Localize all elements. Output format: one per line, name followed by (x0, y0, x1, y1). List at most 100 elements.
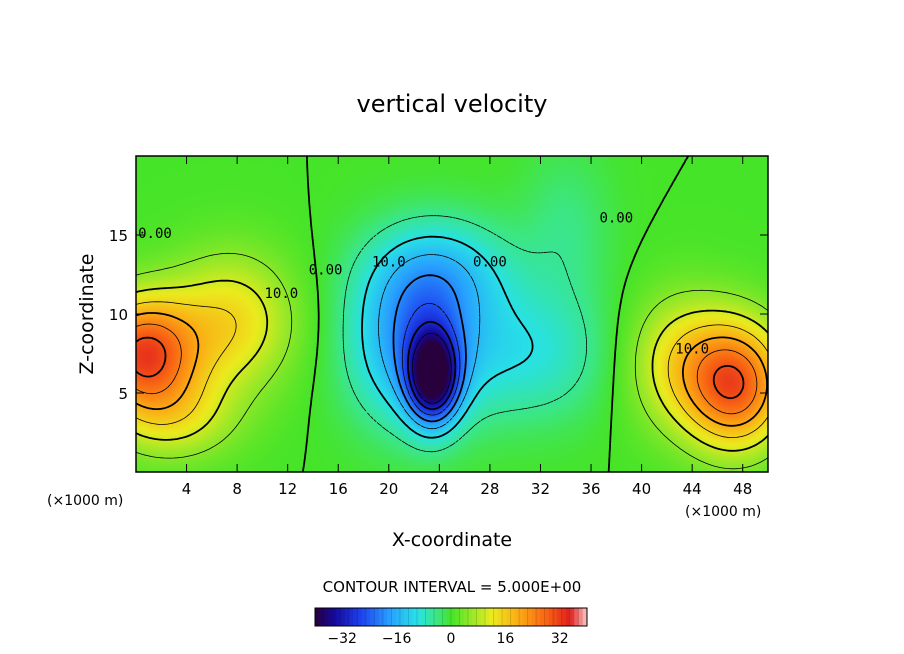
colorbar-segment (565, 608, 571, 626)
contour-label: 0.00 (473, 255, 507, 271)
colorbar-segment (536, 608, 541, 626)
colorbar-tick-label: 0 (447, 631, 456, 647)
contour-level-line (361, 235, 534, 439)
colorbar-segment (459, 608, 465, 626)
colorbar-segment (570, 608, 575, 626)
colorbar-segment (344, 608, 350, 626)
contour-level-line (342, 215, 587, 453)
x-tick-label: 40 (632, 480, 651, 498)
colorbar-segment (493, 608, 499, 626)
x-tick-label: 4 (182, 480, 192, 498)
colorbar-segment (323, 608, 329, 626)
colorbar-segment (391, 608, 397, 626)
colorbar-segment (383, 608, 388, 626)
colorbar-segment (531, 608, 537, 626)
colorbar-segment (421, 608, 426, 626)
contour-label: 10.0 (372, 255, 406, 271)
x-tick-label: 8 (232, 480, 242, 498)
colorbar-segment (429, 608, 435, 626)
contour-labels: 0.00 10.0 0.00 10.0 0.00 0.00 10.0 (138, 210, 709, 357)
colorbar-segment (514, 608, 520, 626)
colorbar-segment (417, 608, 422, 626)
colorbar-segment (502, 608, 507, 626)
colorbar-segment (574, 608, 579, 626)
contour-level-line (378, 254, 481, 430)
colorbar-segment (463, 608, 469, 626)
contour-level-line (412, 332, 452, 404)
colorbar-tick-label: 32 (551, 631, 569, 647)
colorbar-segment (408, 608, 414, 626)
colorbar-segment (455, 608, 460, 626)
colorbar-segment (357, 608, 363, 626)
contour-level-line (401, 303, 461, 416)
contour-label: 0.00 (599, 210, 633, 226)
colorbar-segment (544, 608, 550, 626)
colorbar-segment (361, 608, 367, 626)
colorbar-segment (400, 608, 405, 626)
colorbar-segment (340, 608, 346, 626)
colorbar-segment (332, 608, 337, 626)
colorbar-segment (349, 608, 354, 626)
x-tick-label: 32 (531, 480, 550, 498)
colorbar-segment (582, 608, 588, 626)
x-tick-label: 44 (683, 480, 702, 498)
x-unit-right: (×1000 m) (685, 504, 761, 520)
contour-level-line (136, 252, 768, 470)
x-tick-label: 12 (278, 480, 297, 498)
colorbar-segment (553, 608, 558, 626)
contour-level-line (136, 301, 768, 438)
contour-level-line (392, 274, 467, 423)
colorbar-segment (327, 608, 333, 626)
y-axis: 5 10 15 (109, 227, 768, 403)
contour-label: 0.00 (309, 263, 343, 279)
x-tick-label: 36 (581, 480, 600, 498)
colorbar-segment (578, 608, 584, 626)
colorbar-segment (412, 608, 418, 626)
x-tick-label: 28 (480, 480, 499, 498)
colorbar-segment (497, 608, 503, 626)
colorbar-segment (336, 608, 341, 626)
colorbar-segment (395, 608, 401, 626)
colorbar-segment (446, 608, 452, 626)
y-tick-label: 15 (109, 227, 128, 245)
contour-level-line (407, 320, 457, 411)
x-tick-label: 24 (430, 480, 449, 498)
x-tick-label: 16 (329, 480, 348, 498)
colorbar-segment (353, 608, 358, 626)
colorbar-segment (480, 608, 486, 626)
colorbar-segment (438, 608, 443, 626)
x-axis-label: X-coordinate (392, 529, 512, 551)
colorbar-segment (510, 608, 516, 626)
colorbar-segment (519, 608, 524, 626)
colorbar-segment (370, 608, 375, 626)
y-axis-label: Z-coordinate (76, 254, 98, 375)
colorbar-segment (557, 608, 562, 626)
contour-label: 10.0 (675, 342, 709, 358)
x-unit-left: (×1000 m) (47, 493, 123, 509)
colorbar-segment (506, 608, 511, 626)
contour-interval-text: CONTOUR INTERVAL = 5.000E+00 (323, 578, 582, 596)
colorbar-segment (485, 608, 490, 626)
colorbar-segment (387, 608, 392, 626)
x-axis: 4 8 12 16 20 24 28 32 36 40 44 48 (182, 156, 752, 498)
colorbar-segment (561, 608, 567, 626)
colorbar-segment (404, 608, 409, 626)
colorbar-segment (540, 608, 545, 626)
colorbar-segment (378, 608, 384, 626)
contour-level-line (136, 279, 768, 452)
contour-label: 10.0 (265, 286, 299, 302)
colorbar-tick-label: −16 (382, 631, 412, 647)
colorbar-segment (319, 608, 324, 626)
colorbar-tick-label: 16 (496, 631, 514, 647)
colorbar-segment (527, 608, 533, 626)
colorbar-segment (548, 608, 554, 626)
colorbar-segment (374, 608, 380, 626)
y-tick-label: 10 (109, 306, 128, 324)
colorbar-segment (434, 608, 439, 626)
colorbar-segment (442, 608, 448, 626)
x-tick-label: 20 (379, 480, 398, 498)
contour-level-line (136, 336, 745, 400)
colorbar-segment (425, 608, 431, 626)
colorbar-segment (523, 608, 528, 626)
